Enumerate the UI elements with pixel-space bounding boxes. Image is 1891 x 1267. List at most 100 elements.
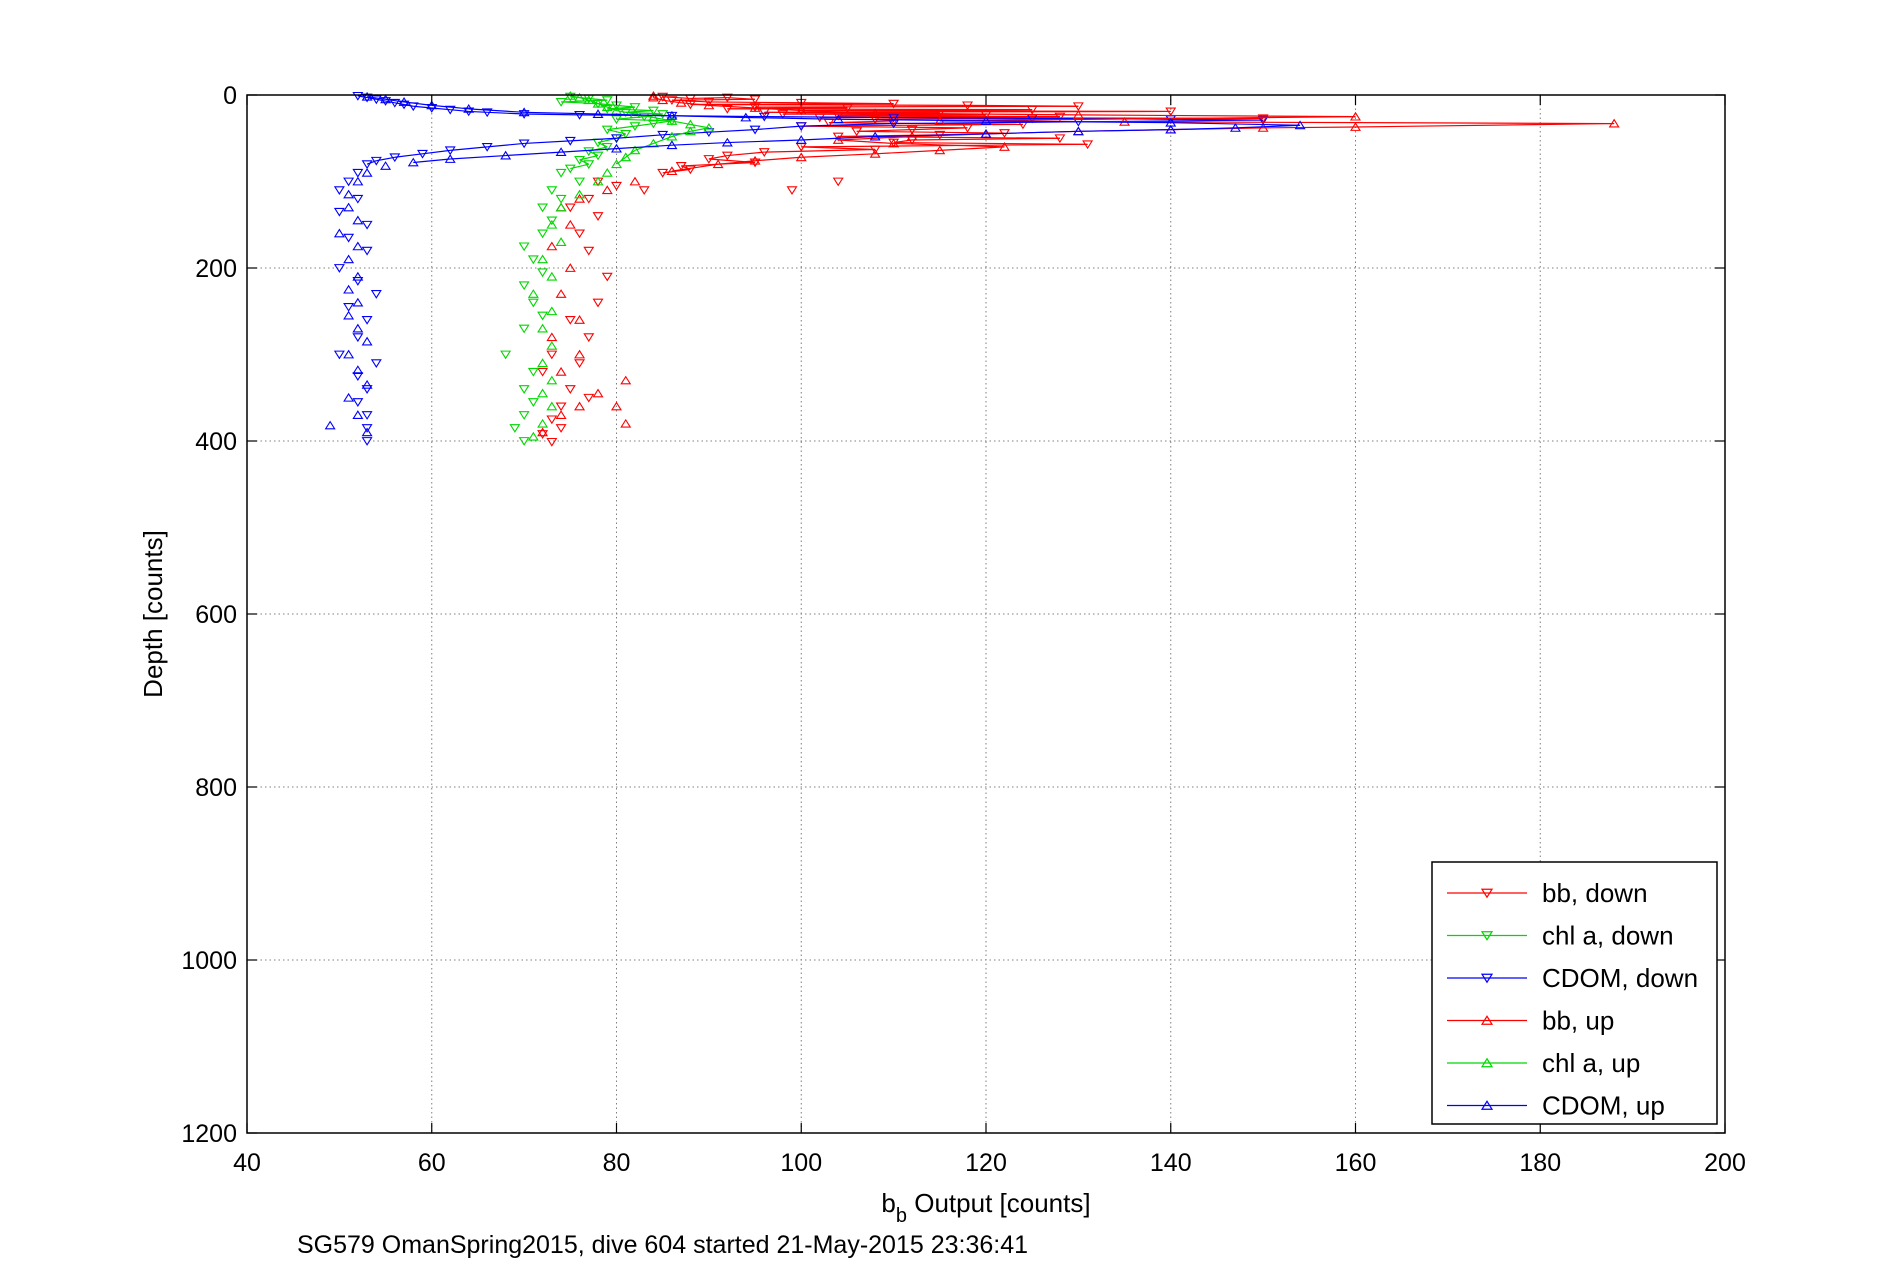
data-point bbox=[629, 109, 641, 118]
series-segment bbox=[616, 144, 672, 150]
data-point bbox=[537, 367, 549, 377]
data-point bbox=[527, 255, 539, 265]
data-point bbox=[343, 302, 355, 312]
y-tick-label: 600 bbox=[195, 601, 237, 629]
data-point bbox=[324, 420, 336, 430]
legend-item: CDOM, down bbox=[1447, 963, 1698, 993]
series-segment bbox=[681, 102, 709, 106]
data-point bbox=[352, 277, 364, 286]
series-segment bbox=[727, 151, 765, 157]
data-point bbox=[740, 112, 752, 122]
data-point bbox=[721, 93, 733, 103]
data-point bbox=[888, 99, 900, 109]
x-tick-label: 120 bbox=[965, 1149, 1007, 1177]
data-point bbox=[564, 315, 576, 325]
data-point bbox=[546, 375, 558, 385]
series-segment bbox=[450, 154, 506, 160]
data-point bbox=[537, 203, 549, 213]
data-point bbox=[518, 242, 530, 252]
data-point bbox=[463, 107, 475, 117]
data-point bbox=[703, 123, 715, 132]
data-point bbox=[444, 146, 456, 156]
data-point bbox=[1165, 107, 1177, 117]
data-point bbox=[638, 186, 650, 196]
series-segment bbox=[838, 135, 913, 141]
data-point bbox=[684, 119, 696, 129]
data-point bbox=[657, 168, 669, 178]
data-point bbox=[555, 366, 567, 376]
y-axis-label: Depth [counts] bbox=[138, 530, 168, 698]
data-point bbox=[546, 401, 558, 411]
series-segment bbox=[893, 116, 1033, 119]
data-point bbox=[980, 116, 992, 125]
series-segment bbox=[718, 160, 756, 165]
data-point bbox=[1608, 118, 1620, 128]
series-segment bbox=[875, 133, 987, 138]
series-segment bbox=[801, 125, 968, 129]
data-point bbox=[546, 241, 558, 251]
data-point bbox=[537, 311, 549, 321]
data-point bbox=[1350, 122, 1361, 131]
series-2 bbox=[333, 91, 1269, 446]
data-point bbox=[574, 177, 586, 187]
data-point bbox=[841, 104, 853, 113]
series-segment bbox=[764, 116, 894, 119]
series-5 bbox=[324, 91, 1306, 437]
data-point bbox=[721, 137, 733, 147]
series-segment bbox=[616, 134, 663, 139]
data-point bbox=[564, 203, 576, 213]
data-point bbox=[777, 110, 789, 119]
data-point bbox=[352, 241, 364, 251]
data-point bbox=[620, 152, 632, 162]
data-point bbox=[980, 110, 992, 120]
series-segment bbox=[690, 103, 968, 106]
series-segment bbox=[524, 113, 580, 116]
legend-marker bbox=[1480, 1100, 1494, 1110]
data-point bbox=[333, 264, 345, 273]
y-tick-label: 800 bbox=[195, 774, 237, 802]
data-point bbox=[703, 155, 715, 164]
data-point bbox=[537, 418, 549, 428]
data-point bbox=[574, 359, 586, 369]
data-point bbox=[564, 136, 576, 146]
series-segment bbox=[366, 97, 377, 100]
data-point bbox=[426, 100, 438, 110]
series-segment bbox=[875, 149, 940, 155]
series-segment bbox=[708, 104, 756, 109]
data-point bbox=[666, 116, 678, 125]
data-point bbox=[592, 151, 604, 161]
data-point bbox=[380, 161, 392, 170]
data-point bbox=[352, 194, 364, 204]
series-segment bbox=[912, 137, 1060, 141]
data-point bbox=[675, 162, 687, 171]
series-segment bbox=[570, 137, 617, 142]
series-segment bbox=[708, 129, 756, 133]
series-segment bbox=[422, 149, 451, 155]
data-point bbox=[666, 140, 678, 150]
series-segment bbox=[838, 118, 987, 122]
data-point bbox=[629, 176, 641, 186]
data-point bbox=[592, 176, 604, 186]
data-point bbox=[555, 237, 567, 246]
series-segment bbox=[755, 125, 802, 131]
x-tick-label: 200 bbox=[1704, 1149, 1746, 1177]
series-layer bbox=[324, 91, 1620, 447]
data-point bbox=[527, 367, 539, 377]
data-point bbox=[980, 129, 992, 138]
x-tick-label: 100 bbox=[780, 1149, 822, 1177]
data-point bbox=[537, 427, 549, 437]
series-segment bbox=[357, 95, 368, 99]
data-point bbox=[444, 154, 456, 163]
y-tick-label: 1000 bbox=[181, 947, 237, 975]
data-point bbox=[537, 430, 549, 439]
data-point bbox=[564, 164, 576, 174]
data-point bbox=[666, 96, 678, 106]
legend: bb, down chl a, down CDOM, down bb, up chl a… bbox=[1431, 861, 1718, 1125]
data-point bbox=[527, 398, 539, 407]
series-segment bbox=[1078, 129, 1171, 132]
data-point bbox=[869, 148, 881, 158]
data-point bbox=[361, 160, 373, 170]
data-point bbox=[527, 431, 539, 441]
data-point bbox=[555, 202, 567, 212]
